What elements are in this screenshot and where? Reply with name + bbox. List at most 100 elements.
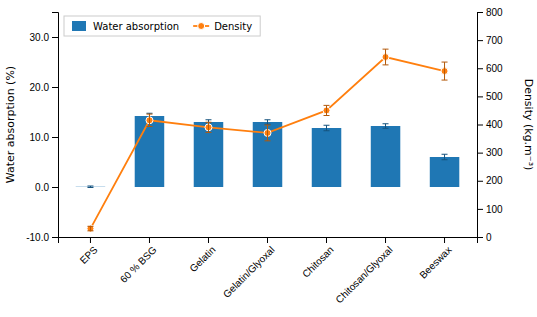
error-bar — [383, 49, 389, 65]
y2-tick-line — [477, 125, 483, 126]
y-tick-line — [52, 237, 58, 238]
y-tick-line — [52, 87, 58, 88]
y2-tick-label: 600 — [486, 63, 503, 74]
x-tick-label: Beeswax — [417, 244, 453, 280]
error-bar — [87, 186, 93, 188]
legend-label: Density — [214, 21, 252, 32]
legend-item: Density — [193, 21, 252, 32]
y2-tick: 300 — [477, 147, 503, 158]
y2-tick-label: 200 — [486, 175, 503, 186]
y2-tick: 100 — [477, 204, 503, 215]
y-tick: -10.0 — [26, 232, 58, 243]
y2-tick-label: 800 — [486, 7, 503, 18]
bar — [430, 157, 460, 187]
legend-swatch — [72, 21, 86, 31]
error-bar — [324, 125, 330, 131]
y-axis: -10.0 0.0 10.0 20.0 30.0 — [26, 13, 58, 243]
legend: Water absorption Density — [64, 16, 260, 36]
x-tick: Gelatin/Glyoxal — [221, 237, 277, 300]
error-bar — [442, 154, 448, 160]
x-tick: Chitosan — [300, 237, 336, 280]
x-tick-label: Chitosan/Glyoxal — [333, 244, 394, 305]
y2-tick: 200 — [477, 175, 503, 186]
y-tick-line — [52, 37, 58, 38]
error-bar — [383, 124, 389, 129]
x-tick-label: EPS — [78, 244, 100, 266]
y2-tick-line — [477, 12, 483, 13]
x-tick-line — [90, 237, 91, 243]
y2-tick-line — [477, 68, 483, 69]
y-tick: 20.0 — [30, 82, 58, 93]
x-tick: EPS — [78, 237, 100, 266]
y2-axis: 0 100 200 300 400 500 600 700 800 — [477, 7, 503, 243]
y2-tick: 0 — [477, 232, 492, 243]
x-axis-line — [59, 238, 478, 244]
plot: EPS 60 % BSG GelatinGelatin/Glyoxal Chitosa… — [26, 7, 503, 306]
marker — [87, 225, 94, 232]
x-tick-line — [149, 237, 150, 243]
data — [76, 49, 460, 232]
y2-tick-line — [477, 209, 483, 210]
x-tick-label: Gelatin — [187, 244, 217, 274]
y-axis-line — [52, 13, 59, 238]
y2-tick-line — [477, 40, 483, 41]
y2-tick-label: 0 — [486, 232, 492, 243]
y2-axis-line — [478, 13, 484, 238]
bar — [76, 186, 106, 187]
y-tick-label: 10.0 — [30, 132, 50, 143]
y2-tick: 800 — [477, 7, 503, 18]
y-tick-label: 20.0 — [30, 82, 50, 93]
y2-tick: 600 — [477, 63, 503, 74]
y-axis-title: Water absorption (%) — [4, 66, 17, 183]
y2-tick-label: 500 — [486, 91, 503, 102]
y-tick: 30.0 — [30, 32, 58, 43]
y2-axis-title: Density (kg.m⁻³) — [522, 79, 535, 171]
y2-tick-line — [477, 96, 483, 97]
bar — [371, 126, 401, 187]
y2-tick-label: 700 — [486, 35, 503, 46]
chart: EPS 60 % BSG GelatinGelatin/Glyoxal Chitosa… — [0, 0, 537, 317]
x-tick-label: Gelatin/Glyoxal — [221, 244, 277, 300]
y2-tick-label: 300 — [486, 147, 503, 158]
y-tick-label: 30.0 — [30, 32, 50, 43]
y2-tick-label: 100 — [486, 204, 503, 215]
x-tick: Beeswax — [417, 237, 453, 281]
y-tick: 0.0 — [35, 182, 58, 193]
x-tick: 60 % BSG — [118, 237, 159, 285]
error-bar — [205, 122, 211, 132]
y2-tick-line — [477, 181, 483, 182]
line — [90, 57, 444, 229]
legend-frame — [64, 16, 260, 36]
y-tick-line — [52, 187, 58, 188]
x-tick: Gelatin — [187, 237, 217, 274]
error-bar — [87, 226, 93, 231]
x-tick-line — [444, 237, 445, 243]
x-tick-label: Chitosan — [300, 244, 336, 280]
error-bar — [265, 125, 271, 141]
legend-marker — [198, 23, 205, 30]
y2-tick-line — [477, 153, 483, 154]
y2-tick: 700 — [477, 35, 503, 46]
y-tick-line — [52, 137, 58, 138]
error-bar — [324, 105, 330, 115]
x-tick-line — [208, 237, 209, 243]
legend-item: Water absorption — [72, 21, 179, 32]
x-tick-label: 60 % BSG — [118, 244, 159, 285]
x-tick-line — [326, 237, 327, 243]
bar — [194, 122, 224, 187]
y-tick-label: -10.0 — [26, 232, 49, 243]
bar — [312, 128, 342, 187]
x-axis: EPS 60 % BSG GelatinGelatin/Glyoxal Chitosa… — [59, 237, 478, 305]
y-tick-label: 0.0 — [35, 182, 49, 193]
y-tick: 10.0 — [30, 132, 58, 143]
error-bar — [442, 62, 448, 80]
y2-tick: 400 — [477, 119, 503, 130]
y2-tick: 500 — [477, 91, 503, 102]
x-tick-line — [385, 237, 386, 243]
series-line — [87, 49, 448, 232]
error-bar — [146, 114, 152, 126]
error-bar — [265, 120, 271, 125]
legend-label: Water absorption — [93, 21, 179, 32]
x-tick-line — [267, 237, 268, 243]
y2-tick-line — [477, 237, 483, 238]
